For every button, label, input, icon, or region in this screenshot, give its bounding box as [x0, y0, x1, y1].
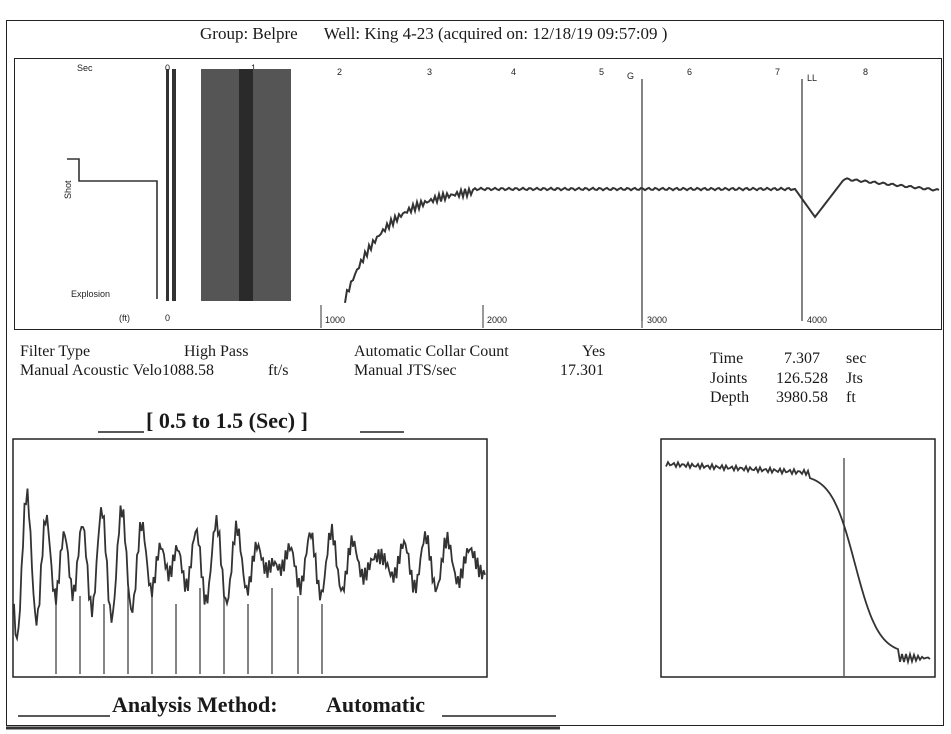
marker-label-left: G [627, 71, 634, 81]
left-label-top: Shot [63, 180, 73, 199]
shot-step-trace [67, 158, 158, 299]
top-tick-2: 2 [337, 67, 342, 77]
depth-value: 3980.58 [776, 389, 828, 406]
jts-per-sec-value: 17.301 [560, 362, 604, 379]
marker-label-right: LL [807, 73, 817, 83]
filter-type-label: Filter Type [20, 343, 91, 360]
zero-marker-bar [166, 69, 169, 301]
velocity-label: Manual Acoustic Velo [20, 362, 162, 379]
top-tick-1: 1 [251, 63, 256, 73]
fluid-plot-border [660, 438, 936, 678]
bottom-tick-2000: 2000 [487, 315, 507, 325]
fluid-level-curve [665, 460, 931, 666]
group-title: Group: Belpre [200, 24, 298, 43]
top-tick-0: 0 [165, 63, 170, 73]
analysis-lines [18, 715, 556, 717]
collar-count-value: Yes [582, 343, 606, 360]
analysis-method-value: Automatic [326, 692, 425, 717]
top-tick-3: 3 [427, 67, 432, 77]
joints-label: Joints [710, 370, 748, 387]
acoustic-response-curve [344, 177, 940, 304]
well-title: Well: King 4-23 (acquired on: 12/18/19 0… [323, 24, 668, 43]
top-tick-4: 4 [511, 67, 516, 77]
joints-value: 126.528 [776, 370, 828, 387]
bottom-tick-0: 0 [165, 313, 170, 323]
report-frame [6, 20, 944, 726]
bottom-edge [6, 726, 560, 730]
top-tick-6: 6 [687, 67, 692, 77]
joints-unit: Jts [846, 370, 863, 387]
fluid-level-plot [660, 438, 936, 678]
time-label: Time [710, 350, 744, 367]
acoustic-trace-svg: Sec 0 1 2 3 4 5 6 7 8 Shot Explosion G L… [63, 63, 940, 328]
collar-plot-border [12, 438, 488, 678]
top-tick-sec: Sec [77, 63, 93, 73]
time-unit: sec [846, 350, 867, 367]
range-title-lines [98, 431, 404, 433]
jts-per-sec-label: Manual JTS/sec [354, 362, 457, 379]
time-value: 7.307 [784, 350, 820, 367]
acquisition-header: Group: Belpre Well: King 4-23 (acquired … [200, 24, 689, 44]
velocity-unit: ft/s [268, 362, 289, 379]
depth-label: Depth [710, 389, 750, 406]
collar-oscillation-plot [12, 438, 488, 678]
bottom-tick-3000: 3000 [647, 315, 667, 325]
collar-oscillation-curve [13, 488, 486, 642]
analysis-method-label: Analysis Method: [112, 692, 278, 717]
top-tick-8: 8 [863, 67, 868, 77]
bottom-tick-ft: (ft) [119, 313, 130, 323]
collar-count-label: Automatic Collar Count [354, 343, 509, 360]
depth-unit: ft [846, 389, 856, 406]
zero-marker-bar-2 [172, 69, 176, 301]
collar-markers [55, 588, 323, 674]
acoustic-trace-plot: Sec 0 1 2 3 4 5 6 7 8 Shot Explosion G L… [14, 58, 942, 330]
noise-block-stripe [239, 69, 253, 301]
top-tick-5: 5 [599, 67, 604, 77]
left-label-bottom: Explosion [71, 289, 110, 299]
bottom-tick-1000: 1000 [325, 315, 345, 325]
range-title: [ 0.5 to 1.5 (Sec) ] [146, 408, 308, 433]
top-tick-7: 7 [775, 67, 780, 77]
filter-type-value: High Pass [184, 343, 249, 360]
bottom-tick-4000: 4000 [807, 315, 827, 325]
velocity-value: 1088.58 [162, 362, 214, 379]
